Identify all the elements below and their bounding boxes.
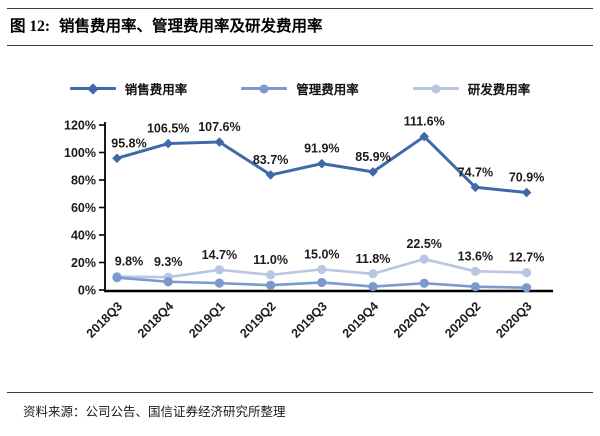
x-axis-tick-label: 2019Q2	[237, 299, 278, 340]
data-label-rnd-expense-ratio: 9.8%	[115, 255, 144, 269]
chart-canvas: 0% 20% 40% 60% 80% 100% 120% 2018Q3 2018Q4 2019Q1…	[64, 115, 553, 341]
y-axis-tick-label: 60%	[71, 201, 96, 215]
circle-marker-icon	[259, 84, 269, 93]
data-label-rnd-expense-ratio: 11.8%	[356, 252, 391, 266]
data-label-rnd-expense-ratio: 14.7%	[202, 248, 237, 262]
circle-marker-icon	[470, 266, 480, 276]
x-axis-tick-label: 2019Q1	[186, 299, 227, 340]
circle-marker-icon	[266, 280, 276, 290]
legend-line-swatch	[412, 84, 459, 93]
data-label-sales-expense-ratio: 111.6%	[404, 115, 445, 129]
circle-marker-icon	[368, 269, 378, 279]
circle-marker-icon	[522, 283, 532, 293]
legend-line-swatch	[241, 84, 288, 93]
y-axis-tick-label: 40%	[71, 229, 96, 243]
x-axis-tick-label: 2019Q4	[340, 299, 381, 340]
circle-marker-icon	[368, 281, 378, 292]
diamond-marker-icon	[87, 82, 99, 95]
y-axis-tick-label: 0%	[78, 284, 96, 298]
diamond-marker-icon	[470, 182, 481, 193]
data-label-sales-expense-ratio: 83.7%	[253, 153, 288, 167]
data-label-sales-expense-ratio: 85.9%	[355, 150, 390, 164]
legend-label: 管理费用率	[296, 83, 359, 97]
legend-line-swatch	[69, 82, 116, 95]
x-axis-tick-label: 2019Q3	[289, 299, 330, 340]
data-label-sales-expense-ratio: 70.9%	[509, 171, 544, 185]
circle-marker-icon	[522, 267, 532, 278]
y-axis-tick-label: 20%	[71, 256, 96, 270]
x-axis-tick-label: 2018Q3	[84, 299, 125, 340]
circle-marker-icon	[419, 254, 429, 264]
data-label-rnd-expense-ratio: 12.7%	[509, 251, 544, 265]
x-axis-tick-label: 2020Q1	[391, 299, 432, 340]
circle-marker-icon	[317, 277, 327, 288]
figure-number-label: 图 12:	[10, 18, 51, 35]
figure-title-text: 销售费用率、管理费用率及研发费用率	[59, 18, 323, 35]
circle-marker-icon	[470, 282, 480, 292]
data-label-rnd-expense-ratio: 22.5%	[406, 237, 441, 251]
chart-area: 0% 20% 40% 60% 80% 100% 120% 2018Q3 2018Q4 2019Q1…	[0, 103, 600, 353]
data-label-sales-expense-ratio: 95.8%	[111, 136, 146, 150]
data-label-sales-expense-ratio: 106.5%	[147, 122, 189, 136]
legend-item-admin-expense: 管理费用率	[241, 79, 359, 98]
x-axis-tick-label: 2020Q2	[442, 299, 483, 340]
x-axis-tick-label: 2020Q3	[493, 299, 534, 340]
data-label-rnd-expense-ratio: 11.0%	[253, 253, 288, 267]
circle-marker-icon	[266, 270, 276, 280]
circle-marker-icon	[431, 84, 441, 93]
data-label-rnd-expense-ratio: 9.3%	[154, 255, 183, 269]
y-axis-tick-label: 120%	[64, 119, 96, 133]
data-label-sales-expense-ratio: 74.7%	[458, 165, 493, 179]
data-label-rnd-expense-ratio: 15.0%	[304, 247, 339, 261]
circle-marker-icon	[214, 265, 224, 275]
diamond-marker-icon	[112, 153, 122, 164]
circle-marker-icon	[163, 277, 173, 287]
legend-item-sales-expense: 销售费用率	[69, 79, 188, 98]
diamond-marker-icon	[521, 187, 532, 198]
legend-label: 研发费用率	[467, 83, 531, 97]
y-axis-tick-label: 100%	[64, 146, 96, 160]
title-divider-rule	[7, 45, 593, 46]
diamond-marker-icon	[163, 138, 173, 149]
diamond-marker-icon	[317, 158, 327, 169]
top-rule	[7, 8, 593, 9]
legend-item-rnd-expense: 研发费用率	[412, 79, 531, 98]
circle-marker-icon	[112, 273, 122, 283]
data-label-sales-expense-ratio: 91.9%	[304, 142, 339, 156]
bottom-rule	[7, 392, 593, 393]
y-axis-tick-label: 80%	[71, 174, 96, 188]
figure-title: 图 12: 销售费用率、管理费用率及研发费用率	[10, 14, 590, 36]
data-label-sales-expense-ratio: 107.6%	[198, 120, 240, 134]
legend-label: 销售费用率	[124, 83, 188, 97]
x-axis-tick-label: 2018Q4	[135, 299, 176, 340]
circle-marker-icon	[317, 264, 327, 274]
circle-marker-icon	[214, 278, 224, 288]
circle-marker-icon	[419, 278, 429, 288]
diamond-marker-icon	[265, 170, 276, 180]
chart-legend: 销售费用率 管理费用率 研发费用率	[0, 79, 600, 98]
data-label-rnd-expense-ratio: 13.6%	[458, 249, 493, 263]
source-note: 资料来源：公司公告、国信证券经济研究所整理	[23, 405, 286, 419]
